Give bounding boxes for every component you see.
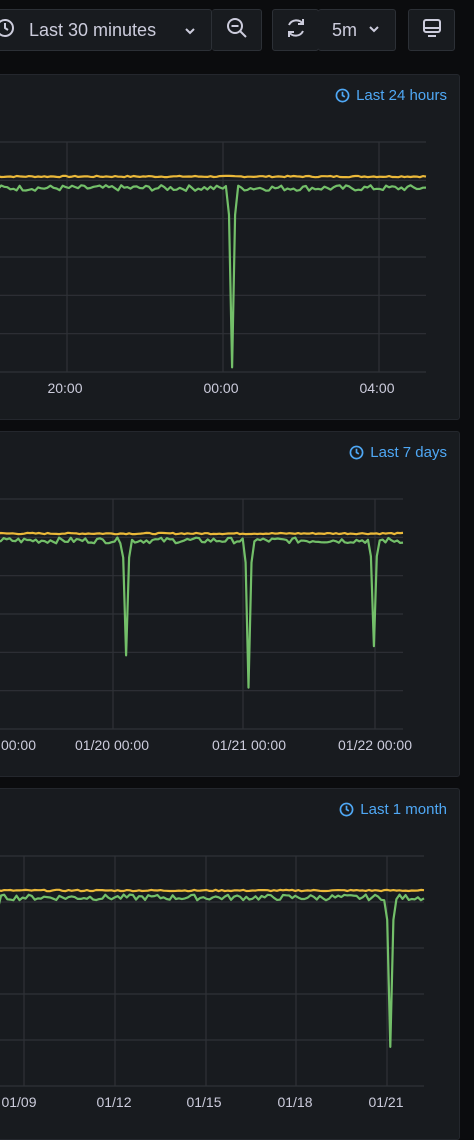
series-line-green [0,893,425,1048]
graph-panel-1m[interactable]: 01/09 01/12 01/15 01/18 01/21 Last 1 month [0,788,460,1140]
time-range-picker[interactable]: Last 30 minutes [0,9,212,51]
time-range-label: Last 30 minutes [29,19,157,40]
line-chart: 01/19 00:00 01/20 00:00 01/21 00:00 01/22 0… [0,498,412,753]
x-tick-label: 01/20 00:00 [75,737,149,753]
time-override-label: Last 1 month [360,801,447,818]
graph-panel-24h[interactable]: 20:00 00:00 04:00 Last 24 hours [0,74,460,420]
x-tick-label: 01/15 [186,1094,221,1110]
x-tick-label: 01/12 [96,1094,131,1110]
series-line-green [0,536,404,689]
x-tick-label: 01/21 00:00 [212,737,286,753]
series-line-yellow [0,174,427,179]
x-tick-label: 01/09 [1,1094,36,1110]
clock-icon [0,18,15,43]
zoom-out-button[interactable] [212,9,262,51]
graph-panel-7d[interactable]: 01/19 00:00 01/20 00:00 01/21 00:00 01/22 0… [0,431,460,777]
x-tick-label: 01/21 [368,1094,403,1110]
time-override-badge: Last 24 hours [335,87,447,104]
line-chart: 20:00 00:00 04:00 [0,141,427,396]
time-override-label: Last 24 hours [356,87,447,104]
chevron-down-icon [367,20,381,41]
clock-icon [335,88,350,103]
tv-monitor-icon [421,17,443,44]
refresh-icon [284,16,308,45]
x-tick-label: 04:00 [359,380,394,396]
series-line-yellow [0,888,425,893]
time-override-label: Last 7 days [370,444,447,461]
x-tick-label: 01/18 [277,1094,312,1110]
series-line-green [0,184,427,369]
x-tick-label: 00:00 [203,380,238,396]
x-tick-label: 01/19 00:00 [0,737,36,753]
zoom-out-icon [225,16,249,45]
chevron-down-icon [183,22,197,43]
view-mode-button[interactable] [408,9,455,51]
time-override-badge: Last 1 month [339,801,447,818]
clock-icon [349,445,364,460]
x-tick-label: 20:00 [47,380,82,396]
line-chart: 01/09 01/12 01/15 01/18 01/21 [0,855,425,1110]
refresh-interval-picker[interactable]: 5m [318,9,396,51]
time-override-badge: Last 7 days [349,444,447,461]
refresh-interval-label: 5m [331,19,357,40]
refresh-button[interactable] [272,9,319,51]
series-line-yellow [0,531,404,536]
clock-icon [339,802,354,817]
x-tick-label: 01/22 00:00 [338,737,412,753]
